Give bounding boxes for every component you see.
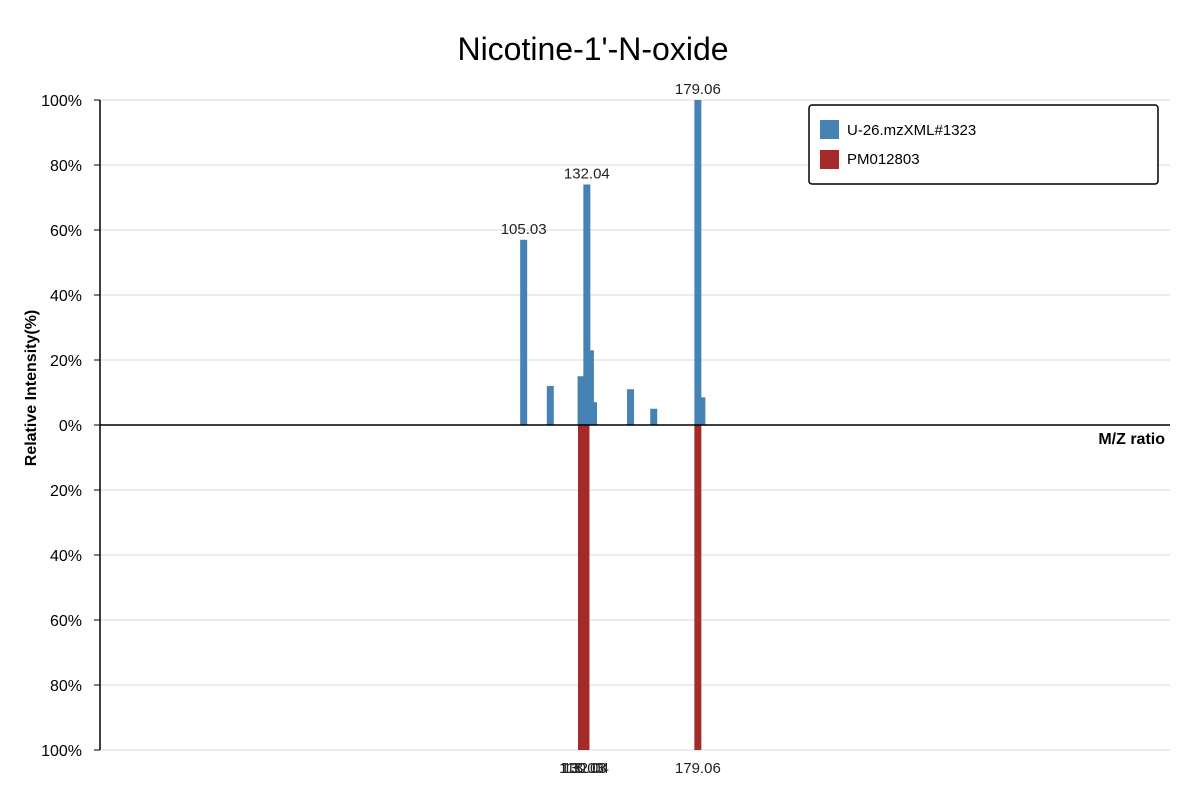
bar-query [583, 184, 591, 425]
legend: U-26.mzXML#1323 PM012803 [808, 104, 1159, 185]
peak-label-reference: 179.06 [675, 760, 721, 777]
legend-swatch-series-2 [820, 150, 839, 169]
x-axis-label: M/Z ratio [1098, 431, 1165, 448]
bar-query [577, 376, 585, 425]
bar-query [546, 386, 554, 425]
peak-label-reference: 118.03 [559, 760, 604, 777]
legend-label-series-1: U-26.mzXML#1323 [847, 122, 976, 139]
y-tick-label: 60% [50, 613, 82, 630]
legend-label-series-2: PM012803 [847, 151, 920, 168]
y-tick-label: 40% [50, 548, 82, 565]
bar-reference [694, 425, 702, 750]
y-tick-label: 100% [41, 743, 82, 760]
peak-label-query: 179.06 [675, 81, 721, 98]
y-tick-label: 40% [50, 288, 82, 305]
bar-query [586, 350, 594, 425]
bar-query [694, 100, 702, 425]
y-tick-label: 80% [50, 158, 82, 175]
peak-label-query: 132.04 [564, 166, 610, 183]
bars-group [520, 100, 706, 750]
peak-label-query: 105.03 [501, 221, 547, 238]
bar-query [650, 408, 658, 425]
y-tick-label: 100% [41, 93, 82, 110]
axes-group: 100% 80% 60% 40% 20% 0% 20% 40% 60% 80% 100% [41, 93, 1170, 760]
bar-query [520, 239, 528, 425]
y-axis-label: Relative Intensity(%) [23, 310, 40, 466]
bar-reference [582, 425, 590, 750]
legend-box [808, 104, 1159, 185]
chart-title: Nicotine-1'-N-oxide [457, 31, 728, 67]
y-tick-label: 0% [59, 418, 82, 435]
peak-label-reference: 132.04 [563, 760, 609, 777]
y-tick-label: 20% [50, 353, 82, 370]
y-tick-label: 60% [50, 223, 82, 240]
peak-label-reference: 130.03 [561, 760, 607, 777]
bar-query [698, 397, 706, 425]
y-tick-label: 20% [50, 483, 82, 500]
legend-swatch-series-1 [820, 120, 839, 139]
y-tick-label: 80% [50, 678, 82, 695]
bar-query [627, 389, 635, 425]
grid-lines [100, 99, 1170, 751]
bar-query [590, 402, 598, 425]
